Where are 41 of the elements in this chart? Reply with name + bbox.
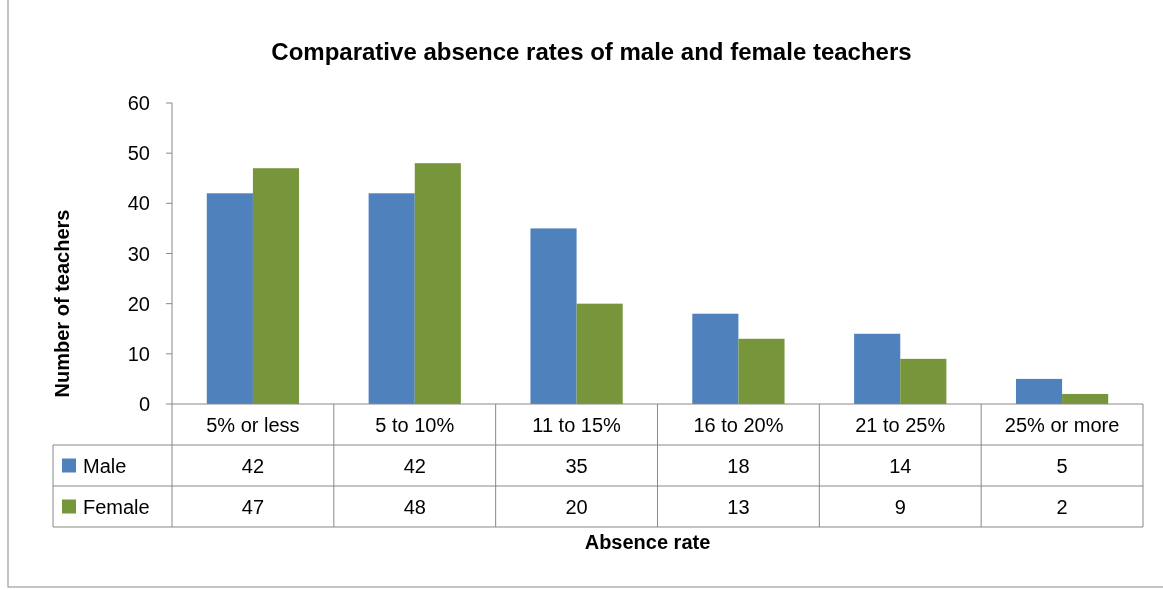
data-label: 20 xyxy=(565,495,588,518)
y-tick-label: 10 xyxy=(127,342,150,365)
data-label: 42 xyxy=(241,454,265,477)
bar xyxy=(1015,378,1063,404)
legend-label: Male xyxy=(83,454,127,477)
bar xyxy=(854,333,901,404)
bar xyxy=(738,338,785,404)
data-label: 13 xyxy=(727,495,750,518)
x-axis-title: Absence rate xyxy=(584,531,711,553)
bar xyxy=(530,228,577,404)
bar xyxy=(206,193,253,404)
data-label: 18 xyxy=(727,454,750,477)
data-label: 47 xyxy=(241,495,265,518)
x-tick-label: 5% or less xyxy=(206,413,300,436)
bar xyxy=(692,313,739,404)
data-label: 48 xyxy=(403,495,426,518)
data-label: 14 xyxy=(889,454,912,477)
y-tick-label: 50 xyxy=(127,142,150,165)
data-label: 5 xyxy=(1056,454,1068,477)
chart-title: Comparative absence rates of male and female teachers xyxy=(271,38,912,65)
y-axis-title: Number of teachers xyxy=(51,209,73,398)
bar xyxy=(368,193,415,404)
y-tick-label: 0 xyxy=(138,393,150,415)
bar xyxy=(900,358,947,404)
bar xyxy=(576,303,623,404)
bar xyxy=(252,168,300,404)
y-tick-label: 30 xyxy=(127,242,150,265)
y-tick-label: 40 xyxy=(127,192,150,215)
x-tick-label: 16 to 20% xyxy=(693,413,784,436)
data-label: 9 xyxy=(894,495,906,518)
bar xyxy=(414,163,461,404)
data-label: 2 xyxy=(1056,495,1068,518)
x-tick-label: 25% or more xyxy=(1004,413,1120,436)
x-tick-label: 5 to 10% xyxy=(375,413,455,436)
y-tick-label: 20 xyxy=(127,292,150,315)
data-label: 35 xyxy=(565,454,588,477)
x-tick-label: 21 to 25% xyxy=(855,413,946,436)
legend-label: Female xyxy=(83,495,150,518)
x-tick-label: 11 to 15% xyxy=(532,413,622,436)
y-tick-label: 60 xyxy=(127,92,150,114)
data-label: 42 xyxy=(403,454,426,477)
